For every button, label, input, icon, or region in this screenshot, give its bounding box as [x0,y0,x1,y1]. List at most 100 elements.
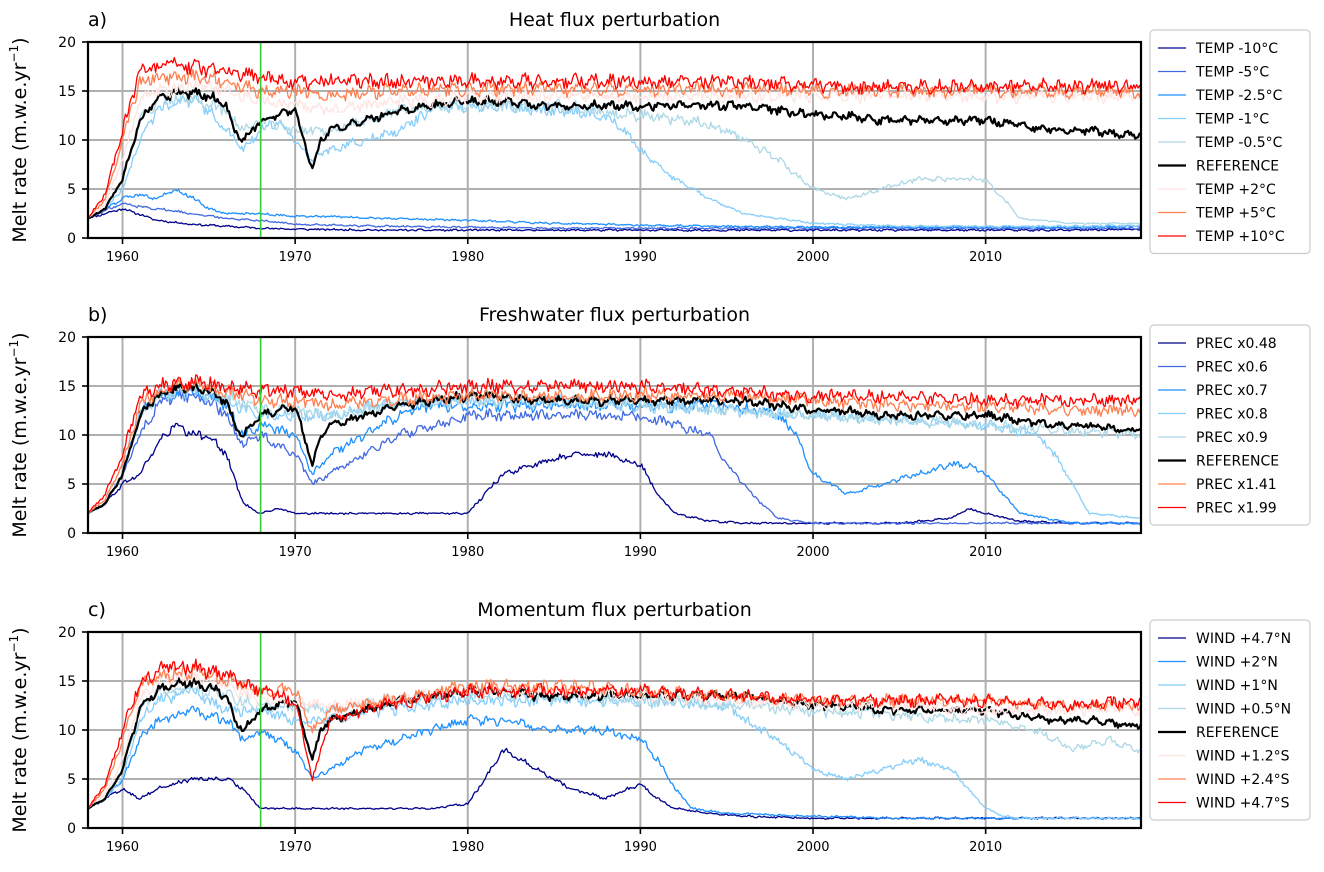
legend-label: WIND +2°N [1196,655,1278,671]
legend-label: PREC x0.9 [1196,430,1268,446]
x-tick-label: 1970 [279,545,312,560]
y-axis-label-text: Melt rate (m.w.e.yr [9,652,31,832]
legend-label: WIND +4.7°N [1196,631,1291,647]
legend: PREC x0.48 PREC x0.6 PREC x0.7 PREC x0.8 PRE… [1149,324,1311,526]
series-line [88,68,1141,220]
series-line [88,378,1141,514]
series-line [88,679,1141,810]
legend-label: WIND +1.2°S [1196,749,1290,765]
x-tick-label: 2010 [969,840,1002,855]
y-tick-label: 5 [67,772,76,788]
y-tick-label: 10 [58,133,76,149]
panel-2: 1960 1970 1980 1990 2000 2010 0 5 10 15 20 Freshwat… [7,304,1311,560]
series-line [88,390,1141,526]
legend-label: TEMP -5°C [1195,65,1269,81]
x-tick-label: 2000 [796,545,829,560]
y-axis-label-close: ) [9,332,31,339]
legend-label: REFERENCE [1196,454,1279,470]
y-axis-label-close: ) [9,627,31,634]
legend: TEMP -10°C TEMP -5°C TEMP -2.5°C TEMP -1°C T… [1149,29,1311,255]
series-line [88,747,1141,820]
legend-label: REFERENCE [1196,725,1279,741]
legend-label: WIND +4.7°S [1196,796,1290,812]
series-line [88,202,1141,231]
legend-label: TEMP -0.5°C [1195,135,1283,151]
x-tick-label: 1970 [279,250,312,265]
y-tick-label: 0 [67,821,76,837]
x-tick-label: 1990 [624,840,657,855]
y-tick-label: 10 [58,723,76,739]
legend-label: TEMP -1°C [1195,112,1269,128]
legend-frame [1149,324,1311,526]
chart-title: Heat flux perturbation [509,9,720,31]
legend-label: PREC x1.99 [1196,501,1277,517]
x-tick-label: 1980 [451,840,484,855]
x-tick-label: 2010 [969,250,1002,265]
y-axis-label-text: Melt rate (m.w.e.yr [9,357,31,537]
x-tick-label: 1960 [106,840,139,855]
y-axis-label: Melt rate (m.w.e.yr−1) [7,332,31,537]
series-line [88,374,1141,514]
x-tick-label: 1990 [624,250,657,265]
legend-label: WIND +0.5°N [1196,702,1291,718]
legend-label: TEMP -2.5°C [1195,88,1283,104]
y-tick-label: 20 [58,625,76,641]
chart-title: Freshwater flux perturbation [479,304,750,326]
series-line [88,79,1141,220]
series-line [88,705,1141,821]
x-tick-label: 1980 [451,250,484,265]
legend-label: WIND +2.4°S [1196,772,1290,788]
y-axis-label-sup: −1 [7,45,21,63]
panel-label: c) [88,599,106,621]
series-line [88,676,1141,810]
legend-label: TEMP -10°C [1195,41,1278,57]
y-tick-label: 0 [67,231,76,247]
y-tick-label: 5 [67,477,76,493]
panel-label: a) [88,9,107,31]
legend-label: PREC x0.8 [1196,407,1268,423]
y-tick-label: 15 [58,84,76,100]
y-axis-label-text: Melt rate (m.w.e.yr [9,62,31,242]
y-axis-label-close: ) [9,37,31,44]
series-group [88,658,1141,821]
y-axis-label-sup: −1 [7,635,21,653]
y-tick-label: 5 [67,182,76,198]
legend-label: TEMP +2°C [1195,182,1276,198]
y-tick-label: 20 [58,330,76,346]
y-axis-label: Melt rate (m.w.e.yr−1) [7,627,31,832]
x-tick-label: 1990 [624,545,657,560]
legend-label: PREC x0.48 [1196,336,1277,352]
y-tick-label: 0 [67,526,76,542]
series-line [88,422,1141,525]
legend-label: PREC x0.6 [1196,360,1268,376]
legend-label: PREC x0.7 [1196,383,1268,399]
series-line [88,86,1141,220]
series-line [88,658,1141,810]
series-line [88,56,1141,219]
x-tick-label: 2000 [796,840,829,855]
y-axis-label: Melt rate (m.w.e.yr−1) [7,37,31,242]
x-tick-label: 2000 [796,250,829,265]
series-line [88,671,1141,810]
legend-label: PREC x1.41 [1196,477,1277,493]
x-tick-label: 1960 [106,250,139,265]
legend-label: REFERENCE [1196,159,1279,175]
x-tick-label: 1970 [279,840,312,855]
series-line [88,387,1141,525]
legend-frame [1149,29,1311,255]
x-tick-label: 1960 [106,545,139,560]
series-line [88,685,1141,820]
y-tick-label: 20 [58,35,76,51]
panel-1: 1960 1970 1980 1990 2000 2010 0 5 10 15 20 Heat flu… [7,9,1311,265]
series-line [88,188,1141,229]
y-axis-label-sup: −1 [7,340,21,358]
x-tick-label: 1980 [451,545,484,560]
legend-frame [1149,619,1311,821]
panel-label: b) [88,304,107,326]
series-group [88,374,1141,526]
legend-label: WIND +1°N [1196,678,1278,694]
series-line [88,208,1141,232]
y-tick-label: 15 [58,674,76,690]
panel-3: 1960 1970 1980 1990 2000 2010 0 5 10 15 20 Momentum… [7,599,1311,855]
